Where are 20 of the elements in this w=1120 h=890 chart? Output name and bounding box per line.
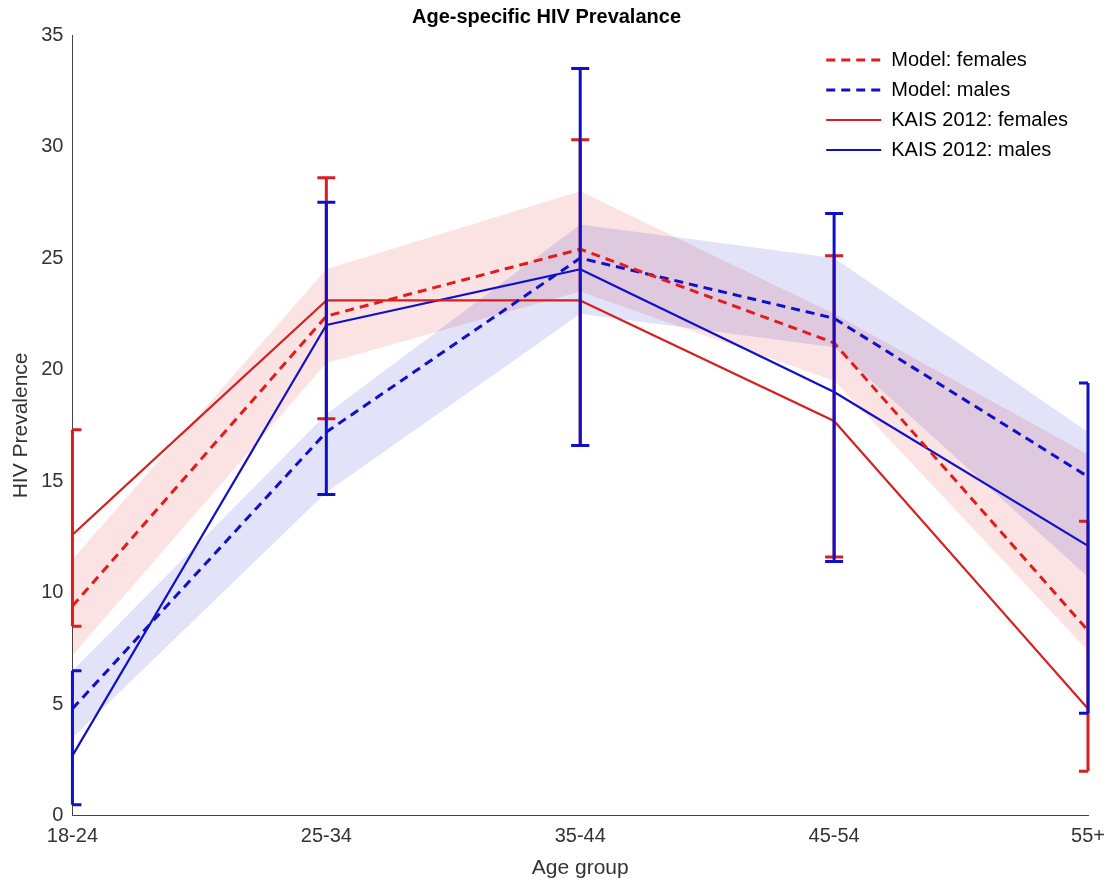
y-tick-label: 20 — [41, 357, 64, 380]
y-tick-label: 30 — [41, 134, 64, 157]
y-tick-label: 5 — [52, 691, 64, 714]
y-tick-label: 0 — [52, 803, 64, 826]
legend-label: Model: females — [891, 47, 1027, 70]
y-axis-title: HIV Prevalence — [8, 352, 32, 499]
x-tick-label: 55+ — [1071, 824, 1105, 847]
x-axis-title: Age group — [531, 855, 629, 879]
chart-title: Age-specific HIV Prevalance — [411, 4, 682, 27]
y-tick-label: 25 — [41, 245, 64, 268]
y-tick-label: 15 — [41, 468, 64, 491]
x-tick-label: 45-54 — [808, 824, 860, 847]
legend-label: KAIS 2012: males — [891, 137, 1052, 160]
x-tick-label: 35-44 — [554, 824, 606, 847]
y-tick-label: 35 — [41, 22, 64, 45]
legend-label: Model: males — [891, 77, 1011, 100]
x-tick-label: 18-24 — [46, 824, 99, 847]
x-tick-label: 25-34 — [300, 824, 352, 847]
legend-label: KAIS 2012: females — [891, 107, 1069, 130]
y-tick-label: 10 — [41, 580, 64, 603]
